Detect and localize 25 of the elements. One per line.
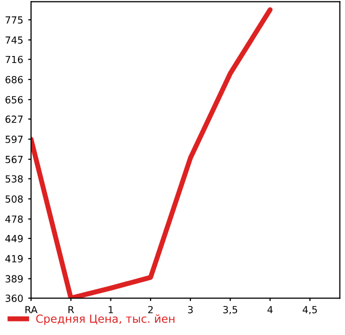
y-tick-label: 478 (5, 215, 23, 223)
y-tick-label: 775 (6, 16, 23, 24)
y-tick-label: 567 (6, 156, 23, 164)
x-tick-label: 1 (108, 306, 113, 314)
x-tick-label: 4 (267, 306, 273, 314)
x-tick-label: RA (25, 306, 38, 314)
y-tick-label: 627 (6, 116, 23, 123)
x-tick-label: 4,5 (302, 306, 317, 314)
y-tick-label: 449 (5, 234, 23, 242)
y-tick-label: 656 (6, 96, 23, 104)
y-tick-label: 389 (6, 275, 23, 283)
x-tick-label: 3 (188, 306, 193, 314)
y-tick-label: 360 (6, 294, 23, 302)
line-series (31, 7, 273, 298)
y-tick-label: 716 (6, 56, 23, 64)
x-tick-label: 3,5 (223, 306, 238, 314)
y-tick-label: 419 (5, 255, 23, 262)
y-tick-label: 686 (6, 76, 23, 84)
y-tick-label: 538 (6, 175, 23, 183)
y-tick-label: 745 (6, 36, 23, 44)
y-tick-label: 597 (6, 136, 23, 144)
y-tick-label: 508 (6, 195, 23, 203)
legend-label: Средняя Цена, тыс. йен (36, 314, 174, 325)
x-tick-label: R (68, 306, 74, 314)
x-tick-label: 2 (148, 306, 153, 314)
